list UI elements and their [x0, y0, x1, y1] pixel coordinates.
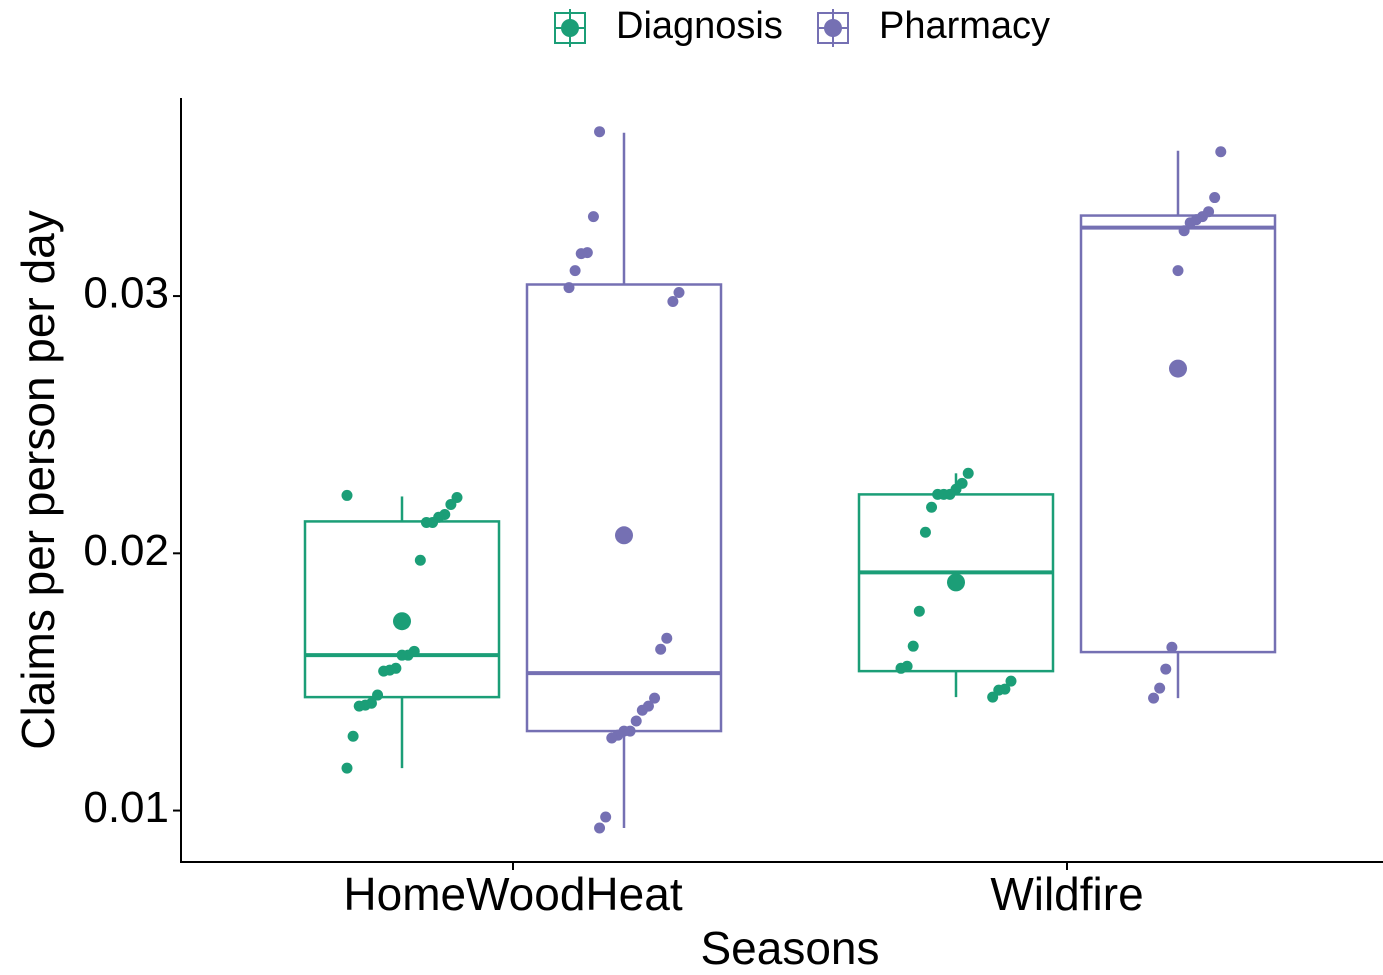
data-point — [919, 526, 931, 538]
mean-point — [393, 612, 411, 631]
data-point — [655, 643, 667, 655]
mean-point — [947, 573, 965, 592]
data-point — [926, 501, 938, 513]
mean-point — [1169, 359, 1187, 378]
x-tick-label: Wildfire — [990, 868, 1143, 920]
box — [1079, 214, 1277, 654]
legend-key-dot — [561, 19, 579, 37]
data-point — [347, 730, 359, 742]
data-point — [907, 640, 919, 652]
data-point — [594, 822, 606, 834]
x-axis-title: Seasons — [700, 922, 879, 974]
data-point — [341, 489, 353, 501]
data-point — [1166, 641, 1178, 653]
data-point — [913, 605, 925, 617]
data-point — [341, 762, 353, 774]
data-point — [396, 649, 408, 661]
data-point — [1184, 217, 1196, 229]
data-point — [372, 689, 384, 701]
data-point — [1154, 682, 1166, 694]
data-point — [378, 665, 390, 677]
data-point — [1178, 225, 1190, 237]
legend-key-dot — [824, 19, 842, 37]
data-point — [587, 211, 599, 223]
legend-label: Pharmacy — [879, 5, 1050, 47]
data-point — [1172, 265, 1184, 277]
data-point — [636, 704, 648, 716]
y-tick-label: 0.02 — [83, 526, 169, 575]
data-point — [1215, 146, 1227, 158]
data-point — [895, 662, 907, 674]
data-point — [563, 282, 575, 294]
data-point — [962, 467, 974, 479]
x-tick-label: HomeWoodHeat — [343, 868, 682, 920]
data-point — [353, 700, 365, 712]
y-tick-label: 0.01 — [83, 783, 169, 832]
data-point — [606, 732, 618, 744]
data-point — [1209, 192, 1221, 204]
data-point — [420, 516, 432, 528]
data-point — [594, 126, 606, 138]
data-point — [1005, 675, 1017, 687]
data-point — [630, 715, 642, 727]
data-point — [1148, 692, 1160, 704]
data-point — [667, 295, 679, 307]
box — [303, 520, 501, 699]
data-point — [661, 632, 673, 644]
data-point — [673, 286, 685, 298]
data-point — [987, 691, 999, 703]
legend-label: Diagnosis — [616, 5, 783, 47]
y-tick-label: 0.03 — [83, 269, 169, 318]
data-point — [932, 488, 944, 500]
box — [525, 283, 723, 733]
data-point — [600, 811, 612, 823]
mean-point — [615, 526, 633, 545]
y-axis-title: Claims per person per day — [12, 210, 64, 749]
data-point — [445, 498, 457, 510]
data-point — [1160, 663, 1172, 675]
data-point — [575, 248, 587, 260]
data-point — [649, 692, 661, 704]
data-point — [414, 554, 426, 566]
data-point — [569, 265, 581, 277]
